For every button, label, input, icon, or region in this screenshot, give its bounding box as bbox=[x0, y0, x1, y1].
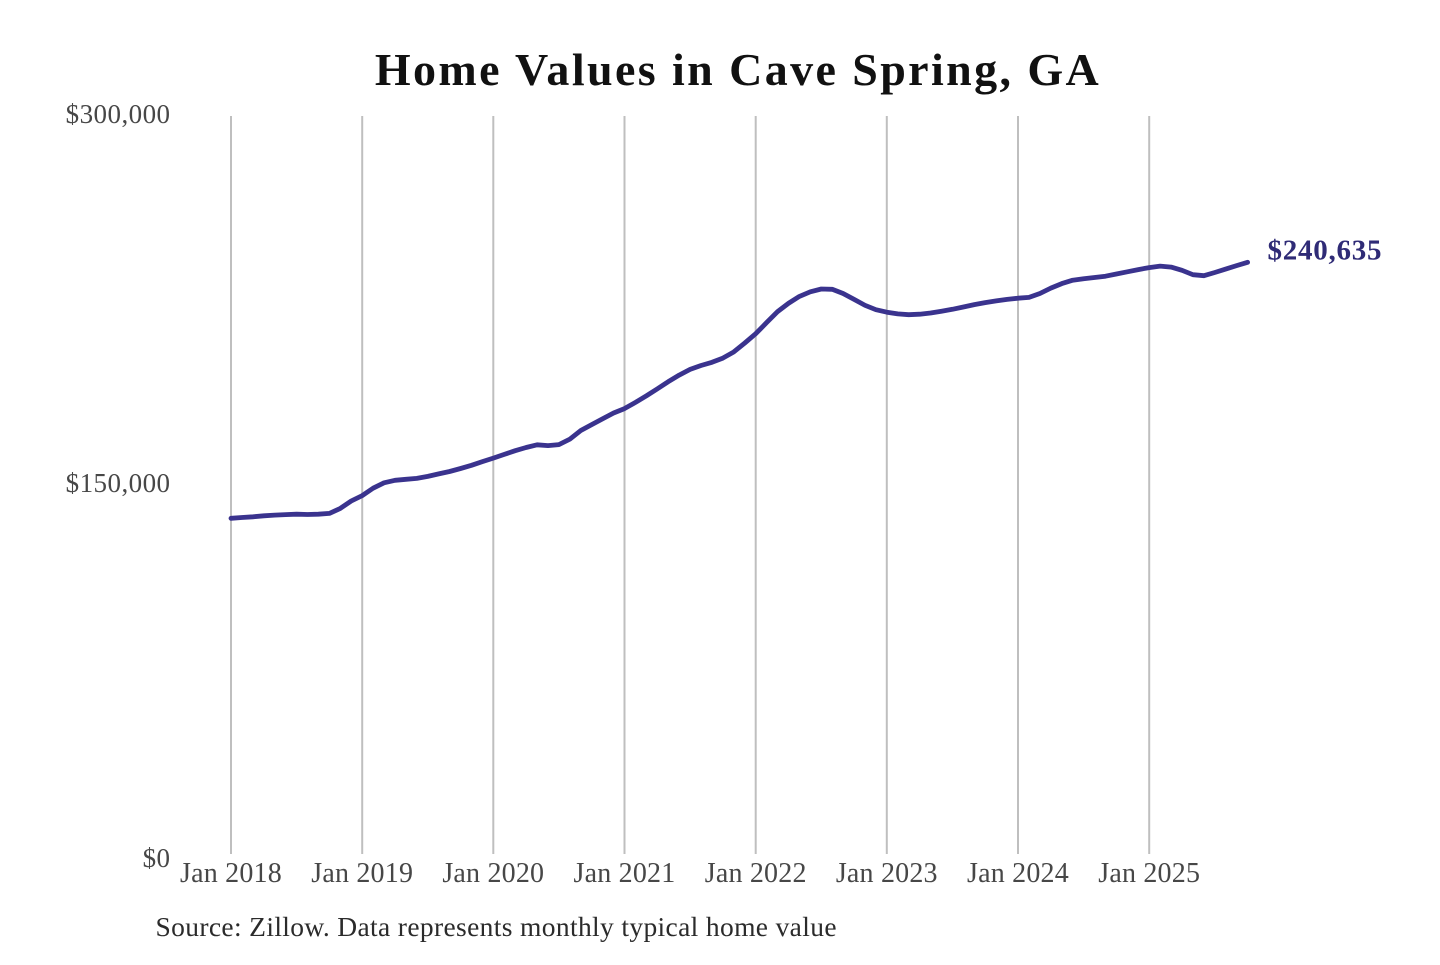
svg-text:Source: Zillow. Data represent: Source: Zillow. Data represents monthly … bbox=[156, 911, 837, 942]
svg-text:Jan 2021: Jan 2021 bbox=[574, 858, 676, 889]
svg-text:Jan 2022: Jan 2022 bbox=[705, 858, 807, 889]
svg-text:Jan 2023: Jan 2023 bbox=[836, 858, 938, 889]
svg-text:$0: $0 bbox=[143, 843, 171, 873]
svg-text:$300,000: $300,000 bbox=[66, 99, 171, 129]
svg-text:$240,635: $240,635 bbox=[1268, 235, 1383, 267]
svg-text:Jan 2019: Jan 2019 bbox=[311, 858, 413, 889]
svg-text:Jan 2020: Jan 2020 bbox=[442, 858, 544, 889]
svg-text:Jan 2025: Jan 2025 bbox=[1098, 858, 1200, 889]
svg-text:$150,000: $150,000 bbox=[66, 468, 171, 498]
svg-text:Jan 2018: Jan 2018 bbox=[180, 858, 282, 889]
svg-text:Home Values in Cave Spring, GA: Home Values in Cave Spring, GA bbox=[375, 44, 1101, 95]
svg-text:Jan 2024: Jan 2024 bbox=[967, 858, 1069, 889]
